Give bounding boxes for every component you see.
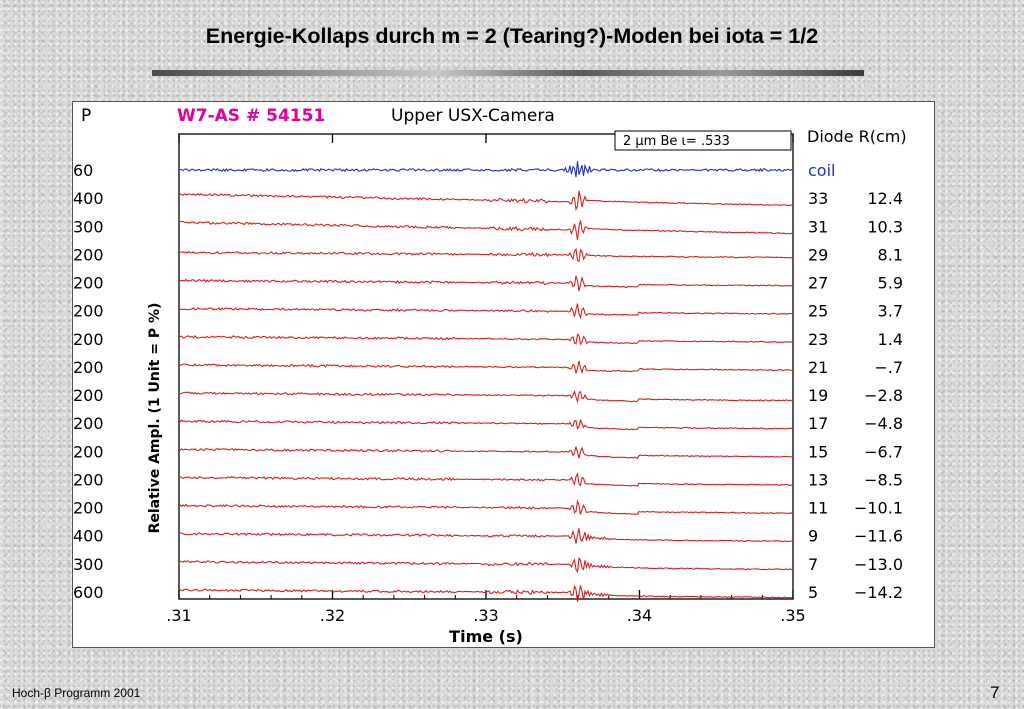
diode-radius: −4.8 xyxy=(864,414,903,433)
diode-number: 27 xyxy=(808,274,828,293)
diode-trace xyxy=(179,446,792,459)
info-box xyxy=(614,130,792,151)
diode-radius: −2.8 xyxy=(864,386,903,405)
p-scale-label: 60 xyxy=(73,161,93,180)
x-tick-label: .32 xyxy=(320,606,345,625)
x-tick-marks xyxy=(178,134,794,599)
diode-trace xyxy=(179,528,793,544)
diode-radius: −14.2 xyxy=(854,583,903,602)
diode-number: 5 xyxy=(808,583,818,602)
diode-number: 33 xyxy=(808,189,828,208)
title-divider xyxy=(152,70,864,76)
page-number: 7 xyxy=(990,683,1000,702)
x-tick-label: .31 xyxy=(166,606,191,625)
p-scale-label: 200 xyxy=(73,302,104,321)
diode-number: 25 xyxy=(808,302,828,321)
p-scale-label: 200 xyxy=(73,470,104,489)
p-scale-label: 400 xyxy=(73,189,104,208)
p-scale-label: 200 xyxy=(73,386,104,405)
p-scale-label: 200 xyxy=(73,442,104,461)
x-tick-labels: .31 .32 .33 .34 .35 xyxy=(166,606,805,625)
diode-radius: 10.3 xyxy=(867,217,903,236)
diode-header: Diode R(cm) xyxy=(807,127,907,146)
diode-labels: coil 33 12.4 31 10.3 29 8.1 27 5.9 25 3.7 23 1.4 21 −.… xyxy=(808,161,903,602)
plot-area xyxy=(178,133,794,600)
diode-trace xyxy=(179,389,793,404)
diode-number: 21 xyxy=(808,358,828,377)
diode-radius: 3.7 xyxy=(878,302,903,321)
info-box-text: 2 μm Be ι= .533 xyxy=(623,134,730,149)
x-axis-label: Time (s) xyxy=(449,627,523,646)
chart-svg: .31 .32 .33 .34 .35 60 400 300 200 200 200 200 200 2… xyxy=(73,106,907,646)
diode-number: 11 xyxy=(808,499,828,518)
diode-number: 9 xyxy=(808,527,818,546)
diode-radius: −6.7 xyxy=(864,442,903,461)
x-tick-label: .35 xyxy=(780,606,805,625)
diode-radius: 5.9 xyxy=(878,274,903,293)
p-scale-label: 200 xyxy=(73,274,104,293)
diode-trace xyxy=(179,556,793,574)
diode-number: 17 xyxy=(808,414,828,433)
diode-trace xyxy=(179,247,793,263)
header-p-label: P xyxy=(81,106,91,126)
diode-trace xyxy=(179,275,793,292)
diode-number: 19 xyxy=(808,386,828,405)
x-tick-label: .34 xyxy=(627,606,652,625)
diode-trace xyxy=(179,190,793,212)
diode-number: 31 xyxy=(808,217,828,236)
p-scale-label: 600 xyxy=(73,583,104,602)
p-scale-label: 200 xyxy=(73,245,104,264)
p-scale-label: 200 xyxy=(73,358,104,377)
p-scale-labels: 60 400 300 200 200 200 200 200 200 200 200 200 200 40… xyxy=(73,161,104,602)
diode-trace xyxy=(179,499,793,515)
diode-number: 13 xyxy=(808,470,828,489)
diode-radius: −.7 xyxy=(874,358,903,377)
p-scale-label: 200 xyxy=(73,499,104,518)
diode-trace xyxy=(179,333,793,346)
diode-radius: −10.1 xyxy=(854,499,903,518)
p-scale-label: 400 xyxy=(73,527,104,546)
diode-trace xyxy=(179,584,793,602)
diode-radius: −11.6 xyxy=(854,527,903,546)
diode-trace xyxy=(179,220,793,240)
chart-figure: .31 .32 .33 .34 .35 60 400 300 200 200 200 200 200 2… xyxy=(72,101,935,648)
y-axis-label: Relative Ampl. (1 Unit = P %) xyxy=(147,303,163,534)
diode-trace xyxy=(179,418,792,431)
diode-radius: 12.4 xyxy=(867,189,903,208)
p-scale-label: 300 xyxy=(73,217,104,236)
footer-program: Hoch-β Programm 2001 xyxy=(12,686,141,700)
p-scale-label: 200 xyxy=(73,330,104,349)
diode-trace xyxy=(179,360,793,375)
p-scale-label: 300 xyxy=(73,555,104,574)
diode-number: 23 xyxy=(808,330,828,349)
diode-radius: 1.4 xyxy=(878,330,903,349)
diode-radius: 8.1 xyxy=(878,245,903,264)
trace-group xyxy=(179,161,793,602)
diode-number: 15 xyxy=(808,442,828,461)
diode-number: coil xyxy=(808,161,835,180)
diode-radius: −8.5 xyxy=(864,470,903,489)
header-shot: W7-AS # 54151 xyxy=(177,106,325,126)
diode-trace xyxy=(179,303,793,320)
p-scale-label: 200 xyxy=(73,414,104,433)
diode-number: 7 xyxy=(808,555,818,574)
coil-trace xyxy=(179,161,793,178)
x-tick-label: .33 xyxy=(473,606,498,625)
diode-radius: −13.0 xyxy=(854,555,903,574)
header-camera: Upper USX-Camera xyxy=(391,106,555,126)
diode-number: 29 xyxy=(808,245,828,264)
slide-title: Energie-Kollaps durch m = 2 (Tearing?)-M… xyxy=(205,24,819,48)
diode-trace xyxy=(179,472,792,487)
